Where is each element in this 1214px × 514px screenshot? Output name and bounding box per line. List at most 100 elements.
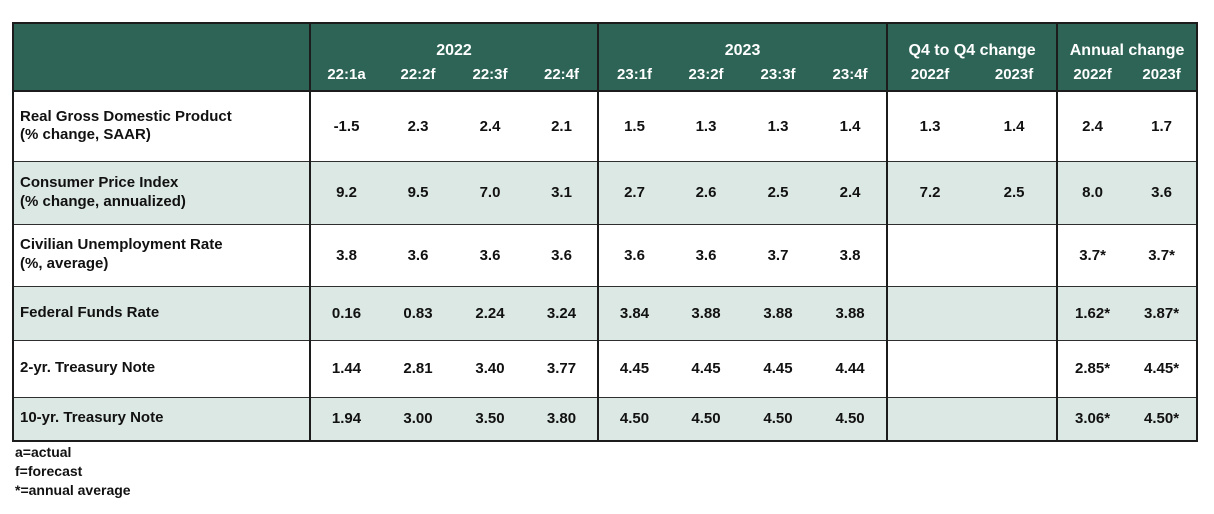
value-cell: 3.6 (454, 224, 526, 287)
value-cell (886, 397, 973, 442)
value-cell: 1.3 (886, 91, 973, 162)
table-row-fed-funds: Federal Funds Rate 0.16 0.83 2.24 3.24 3… (13, 286, 1198, 341)
row-label-10yr-treasury: 10-yr. Treasury Note (13, 397, 310, 442)
table-row-2yr-treasury: 2-yr. Treasury Note 1.44 2.81 3.40 3.77 … (13, 340, 1198, 398)
value-cell: 1.3 (670, 91, 743, 162)
group-header-annual-change: Annual change (1056, 23, 1198, 61)
value-cell: 4.45 (597, 340, 671, 398)
value-cell: 1.7 (1127, 91, 1198, 162)
value-cell: 4.50* (1127, 397, 1198, 442)
value-cell: 3.8 (309, 224, 382, 287)
value-cell (886, 224, 973, 287)
value-cell: 3.6 (670, 224, 743, 287)
table-header: 2022 2023 Q4 to Q4 change Annual change … (13, 23, 1198, 92)
value-cell: 4.50 (814, 397, 888, 442)
col-header-23-2f: 23:2f (670, 61, 743, 92)
value-cell: 9.5 (382, 161, 454, 225)
col-header-q4-2023f: 2023f (972, 61, 1058, 92)
value-cell: 3.1 (526, 161, 599, 225)
value-cell: 3.7* (1056, 224, 1128, 287)
value-cell: 3.80 (526, 397, 599, 442)
value-cell: 3.84 (597, 286, 671, 341)
value-cell: 1.4 (972, 91, 1058, 162)
value-cell: 2.85* (1056, 340, 1128, 398)
col-header-23-1f: 23:1f (597, 61, 671, 92)
value-cell: 2.6 (670, 161, 743, 225)
row-sublabel-text: (% change, annualized) (20, 192, 186, 210)
row-label-text: 10-yr. Treasury Note (20, 409, 164, 427)
value-cell: 8.0 (1056, 161, 1128, 225)
table-row-real-gdp: Real Gross Domestic Product (% change, S… (13, 91, 1198, 162)
value-cell: 3.06* (1056, 397, 1128, 442)
value-cell: 3.6 (597, 224, 671, 287)
value-cell: 4.45* (1127, 340, 1198, 398)
value-cell: 2.4 (454, 91, 526, 162)
value-cell: 2.5 (742, 161, 815, 225)
footnote-line-actual: a=actual (15, 444, 72, 460)
col-header-23-3f: 23:3f (742, 61, 815, 92)
row-label-text: 2-yr. Treasury Note (20, 359, 156, 377)
value-cell: 2.4 (814, 161, 888, 225)
value-cell (972, 224, 1058, 287)
value-cell (972, 397, 1058, 442)
value-cell: 3.00 (382, 397, 454, 442)
value-cell: 3.40 (454, 340, 526, 398)
table-row-10yr-treasury: 10-yr. Treasury Note 1.94 3.00 3.50 3.80… (13, 397, 1198, 442)
value-cell: 1.5 (597, 91, 671, 162)
value-cell: 2.81 (382, 340, 454, 398)
value-cell: 9.2 (309, 161, 382, 225)
value-cell: 3.7 (742, 224, 815, 287)
value-cell: 4.44 (814, 340, 888, 398)
row-label-text: Civilian Unemployment Rate (20, 236, 223, 254)
col-header-annual-2022f: 2022f (1056, 61, 1128, 92)
table-row-unemployment: Civilian Unemployment Rate (%, average) … (13, 224, 1198, 287)
value-cell: 3.77 (526, 340, 599, 398)
value-cell: 2.1 (526, 91, 599, 162)
value-cell (972, 340, 1058, 398)
value-cell: 0.16 (309, 286, 382, 341)
table-body: Real Gross Domestic Product (% change, S… (13, 91, 1198, 442)
value-cell: 3.50 (454, 397, 526, 442)
value-cell: 3.24 (526, 286, 599, 341)
value-cell: 4.50 (597, 397, 671, 442)
footnotes: a=actual f=forecast *=annual average (15, 443, 131, 500)
value-cell: 7.0 (454, 161, 526, 225)
forecast-table: 2022 2023 Q4 to Q4 change Annual change … (12, 22, 1199, 442)
value-cell: 3.6 (526, 224, 599, 287)
value-cell: 1.4 (814, 91, 888, 162)
value-cell: 2.5 (972, 161, 1058, 225)
row-sublabel-text: (%, average) (20, 255, 109, 272)
value-cell: 2.3 (382, 91, 454, 162)
row-label-unemployment: Civilian Unemployment Rate (%, average) (13, 224, 310, 287)
row-label-text: Real Gross Domestic Product (20, 107, 232, 125)
value-cell: 3.6 (382, 224, 454, 287)
footnote-line-annual-average: *=annual average (15, 482, 131, 498)
row-sublabel-text: (% change, SAAR) (20, 126, 151, 144)
value-cell: 3.88 (742, 286, 815, 341)
value-cell: 7.2 (886, 161, 973, 225)
group-header-q4-to-q4-change: Q4 to Q4 change (886, 23, 1058, 61)
value-cell: 1.62* (1056, 286, 1128, 341)
value-cell: 2.7 (597, 161, 671, 225)
forecast-table-container: 2022 2023 Q4 to Q4 change Annual change … (12, 22, 1199, 442)
footnote-line-forecast: f=forecast (15, 463, 83, 479)
row-label-real-gdp: Real Gross Domestic Product (% change, S… (13, 91, 310, 162)
col-header-22-2f: 22:2f (382, 61, 454, 92)
value-cell: 3.88 (814, 286, 888, 341)
col-header-annual-2023f: 2023f (1127, 61, 1198, 92)
col-header-22-3f: 22:3f (454, 61, 526, 92)
row-label-text: Federal Funds Rate (20, 303, 160, 321)
col-header-q4-2022f: 2022f (886, 61, 973, 92)
value-cell: 1.44 (309, 340, 382, 398)
value-cell: 3.7* (1127, 224, 1198, 287)
value-cell (886, 340, 973, 398)
col-header-22-4f: 22:4f (526, 61, 599, 92)
value-cell: 3.87* (1127, 286, 1198, 341)
col-header-23-4f: 23:4f (814, 61, 888, 92)
group-header-2023: 2023 (597, 23, 888, 61)
value-cell: 4.50 (742, 397, 815, 442)
value-cell: 3.8 (814, 224, 888, 287)
value-cell: 4.50 (670, 397, 743, 442)
row-label-cpi: Consumer Price Index (% change, annualiz… (13, 161, 310, 225)
